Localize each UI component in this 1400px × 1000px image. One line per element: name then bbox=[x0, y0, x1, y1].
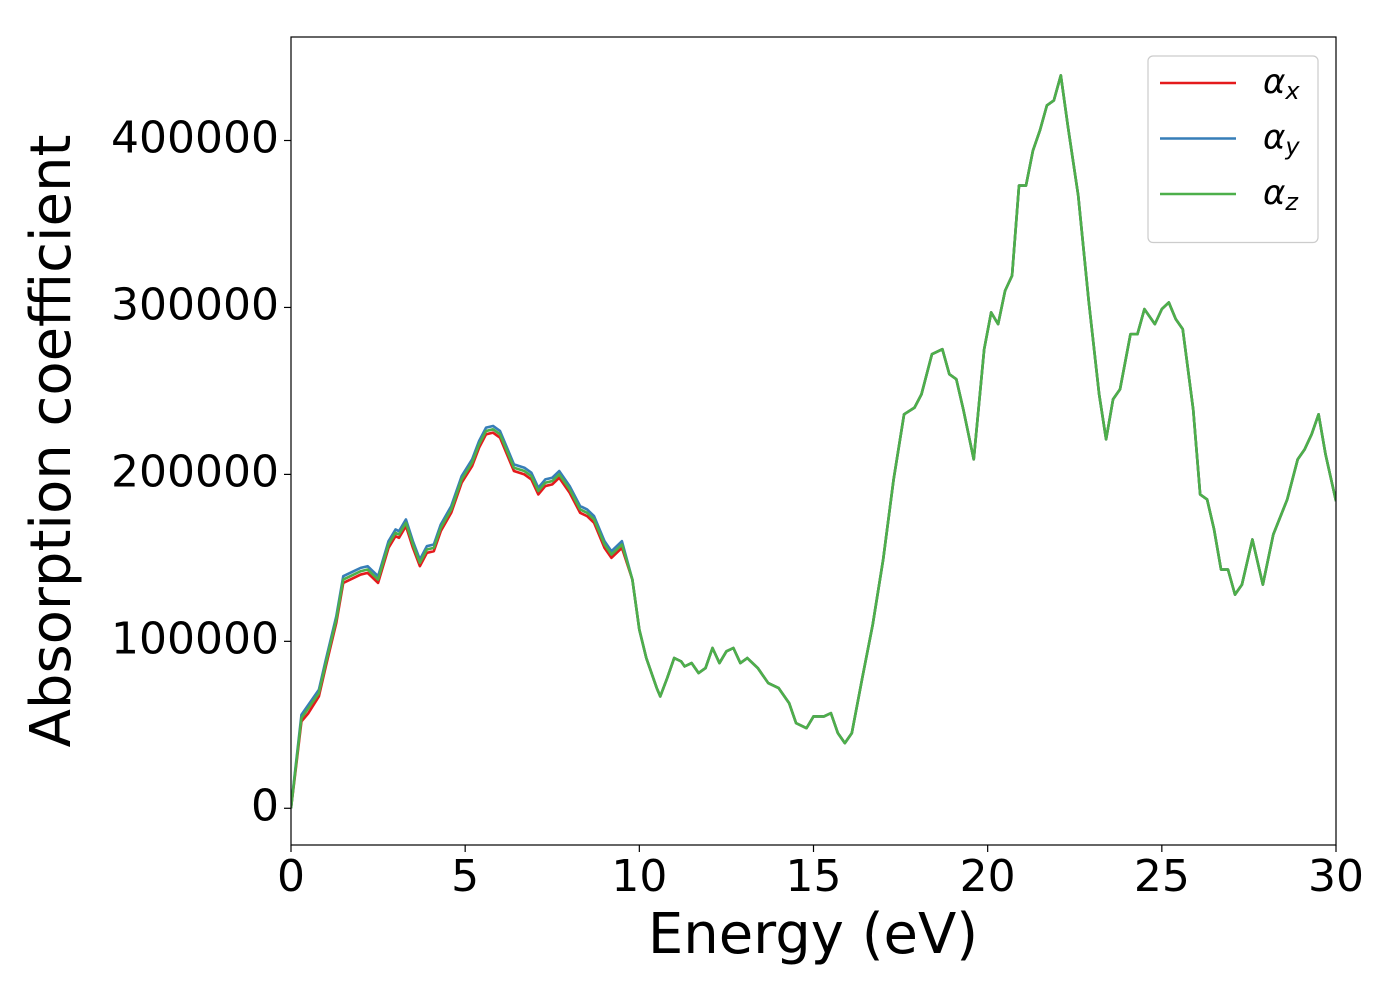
legend-box bbox=[1147, 55, 1319, 244]
x-axis-label: Energy (eV) bbox=[648, 902, 978, 967]
y-axis-label: Absorption coefficient bbox=[19, 135, 84, 748]
y-tick-label: 400000 bbox=[111, 113, 279, 164]
x-tick-label: 5 bbox=[451, 851, 479, 902]
x-tick-label: 25 bbox=[1134, 851, 1190, 902]
x-tick-label: 20 bbox=[960, 851, 1016, 902]
legend-label: αz bbox=[1263, 173, 1299, 217]
series-line bbox=[291, 74, 1336, 809]
x-tick-label: 30 bbox=[1308, 851, 1364, 902]
legend-label: αy bbox=[1263, 117, 1300, 161]
legend-label: αx bbox=[1263, 62, 1300, 106]
y-tick-label: 100000 bbox=[111, 613, 279, 664]
y-tick-label: 200000 bbox=[111, 446, 279, 497]
plot-frame bbox=[290, 36, 1337, 846]
x-tick-label: 15 bbox=[786, 851, 842, 902]
x-tick-label: 0 bbox=[277, 851, 305, 902]
y-tick-label: 0 bbox=[251, 780, 279, 831]
x-tick-label: 10 bbox=[611, 851, 667, 902]
y-tick-label: 300000 bbox=[111, 279, 279, 330]
